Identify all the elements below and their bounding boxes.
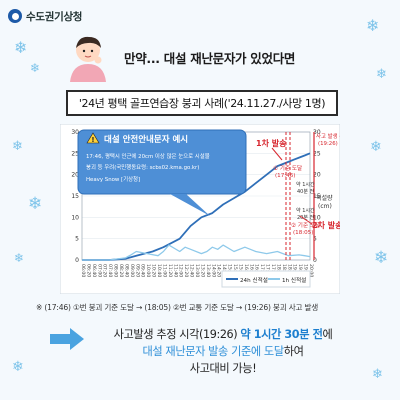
first-send-arrow [271, 147, 283, 161]
x-tick-label: 09:00 [129, 264, 135, 277]
x-tick-label: 20:00 [308, 264, 314, 277]
conclusion-highlight: 약 1시간 30분 전 [240, 328, 323, 341]
snowflake-icon: ❄ [30, 61, 41, 75]
x-tick-label: 07:40 [107, 264, 113, 277]
case-title: '24년 평택 골프연습장 붕괴 사례('24.11.27./사망 1명) [78, 97, 326, 110]
snowflake-icon: ❄ [12, 139, 23, 154]
y-tick-label-right: 25 [313, 150, 321, 157]
x-tick-label: 06:40 [91, 264, 97, 277]
snowfall-chart: 0 5 10 15 20 25 30 0 5 10 15 20 25 30 06:00 06:20 06:4… [60, 124, 340, 294]
snowflake-icon: ❄ [12, 359, 24, 375]
gap1-label: 약 1시간 [296, 181, 315, 188]
alert-line: Heavy Snow [기상청] [86, 175, 140, 183]
y-tick-label-left: 30 [71, 129, 79, 136]
conclusion-text: 사고발생 추정 시각(19:26) [113, 328, 241, 341]
arrow-right-icon [50, 328, 84, 350]
std2-time: (18:05) [293, 230, 314, 236]
conclusion-text: 에 [322, 328, 333, 341]
y-tick-label-left: 0 [75, 257, 79, 264]
x-tick-label: 11:20 [167, 264, 173, 277]
snowflake-icon: ❄ [370, 139, 382, 155]
snowflake-icon: ❄ [372, 367, 383, 382]
x-tick-label: 12:00 [178, 264, 184, 277]
x-tick-label: 08:40 [123, 264, 129, 277]
series-line-1h [82, 244, 311, 261]
conclusion-highlight: 대설 재난문자 발송 기준에 도달 [142, 345, 284, 358]
first-send-label: 1차 발송 [256, 138, 287, 148]
alert-message-box: ! 대설 안전안내문자 예시 17:46, 평택시 인근에 20cm 이상 많은… [77, 129, 247, 216]
y-tick-label-left: 15 [71, 193, 79, 200]
gap1-label: 40분 전 [297, 188, 315, 195]
accident-time: (19:26) [318, 141, 338, 147]
y-axis-label-right: 적설량 (cm) [316, 194, 334, 210]
snowflake-icon: ❄ [374, 248, 389, 268]
x-tick-label: 06:00 [80, 264, 86, 277]
snowflake-icon: ❄ [14, 38, 28, 57]
alert-line: 붕괴 등 우려(국민행동요령: scbs02.kma.go.kr) [86, 163, 199, 171]
snowflake-icon: ❄ [376, 67, 387, 82]
gap2-label: 약 1시간 [296, 207, 315, 214]
x-tick-label: 13:00 [194, 264, 200, 277]
kma-logo: 수도권기상청 [8, 6, 82, 26]
accident-label: 사고 발생 추정 [316, 132, 340, 140]
thinking-person-icon [70, 36, 106, 82]
svg-text:!: ! [91, 136, 94, 144]
y-tick-label-left: 20 [71, 172, 79, 179]
y-tick-label-right: 30 [313, 129, 321, 136]
series-line-24h [82, 152, 311, 261]
snowflake-icon: ❄ [28, 194, 43, 214]
footnote: ※ (17:46) ①번 붕괴 기준 도달 → (18:05) ②번 교통 기준… [36, 303, 319, 312]
conclusion-line-2: 대설 재난문자 발송 기준에 도달하여 [88, 343, 358, 360]
conclusion-text: 하여 [283, 345, 304, 358]
x-tick-label: 11:40 [172, 264, 178, 277]
second-send-arrow [299, 215, 313, 225]
headline: 만약... 대설 재난문자가 있었다면 [124, 51, 296, 66]
warning-icon: ! [86, 132, 100, 144]
case-title-box: '24년 평택 골프연습장 붕괴 사례('24.11.27./사망 1명) [66, 90, 338, 116]
logo-text: 수도권기상청 [26, 10, 83, 23]
x-tick-label: 13:40 [205, 264, 211, 277]
x-tick-label: 10:20 [151, 264, 157, 277]
legend-label-24h: 24h 신적설 [240, 276, 268, 284]
y-tick-label-right: 20 [313, 172, 321, 179]
x-tick-label: 14:00 [210, 264, 216, 277]
x-tick-label: 12:20 [183, 264, 189, 277]
x-tick-label: 09:40 [140, 264, 146, 277]
x-tick-label: 09:20 [134, 264, 140, 277]
y-tick-label-right: 10 [313, 214, 321, 221]
x-tick-label: 12:40 [189, 264, 195, 277]
y-tick-label-right: 5 [313, 236, 317, 243]
legend-label-1h: 1h 신적설 [282, 276, 306, 284]
std1-label: ① 기준 도달 [273, 164, 302, 172]
x-tick-label: 06:20 [85, 264, 91, 277]
x-tick-label: 11:00 [161, 264, 167, 277]
conclusion-line-3: 사고대비 가능! [189, 362, 257, 375]
conclusion-line-1: 사고발생 추정 시각(19:26) 약 1시간 30분 전에 [88, 326, 358, 343]
x-tick-label: 10:40 [156, 264, 162, 277]
x-tick-label: 10:00 [145, 264, 151, 277]
second-send-label: 2차 발송 [312, 220, 340, 230]
chart-legend: 24h 신적설 1h 신적설 [221, 270, 311, 288]
y-tick-label-left: 10 [71, 214, 79, 221]
std2-label: ② 기준 도달 [291, 221, 320, 229]
x-tick-label: 08:00 [113, 264, 119, 277]
x-tick-label: 07:00 [96, 264, 102, 277]
y-tick-label-right: 0 [313, 257, 317, 264]
y-tick-label-right: 15 [313, 193, 321, 200]
y-tick-label-left: 5 [75, 236, 79, 243]
std1-time: (17:46) [275, 173, 296, 179]
gap2-label: 20분 전 [297, 214, 315, 221]
conclusion: 사고발생 추정 시각(19:26) 약 1시간 30분 전에 대설 재난문자 발… [88, 326, 358, 377]
alert-title: 대설 안전안내문자 예시 [104, 134, 188, 145]
snowflake-icon: ❄ [366, 16, 380, 35]
x-tick-label: 08:20 [118, 264, 124, 277]
x-tick-label: 07:20 [102, 264, 108, 277]
snowflake-icon: ❄ [14, 251, 25, 265]
y-tick-label-left: 25 [71, 150, 79, 157]
x-tick-label: 13:20 [199, 264, 205, 277]
x-tick-label: 14:20 [216, 264, 222, 277]
kma-logo-icon [8, 9, 22, 23]
alert-line: 17:46, 평택시 인근에 20cm 이상 많은 눈으로 시설물 [86, 152, 210, 160]
